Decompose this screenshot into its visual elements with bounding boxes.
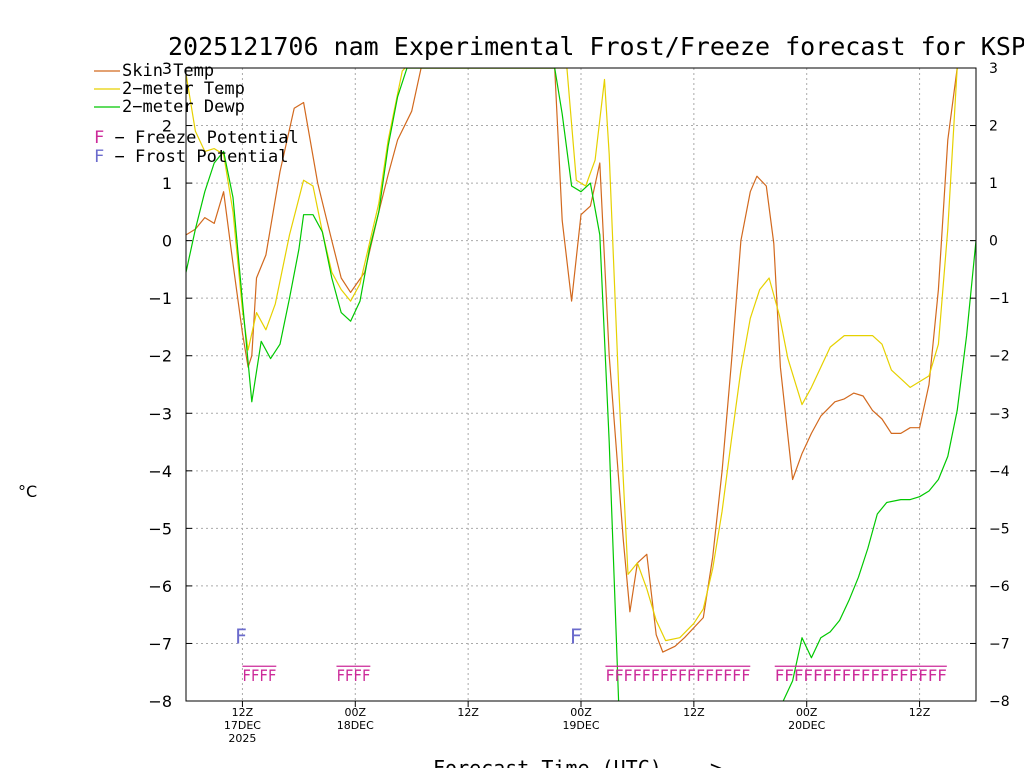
legend-potential-letter: F xyxy=(94,147,104,167)
x-tick-label: 12Z xyxy=(683,706,705,719)
x-tick-date: 18DEC xyxy=(337,719,374,732)
y-tick-label-left: −6 xyxy=(148,577,172,596)
y-axis-right: 3 2 1 0 −1 −2 −3 −4 −5 −6 −7 −8 xyxy=(970,61,1010,710)
freeze-potential-run: FFFFFFFFFFFFFFFFFF xyxy=(775,666,947,685)
legend-potential-entry: F − Frost Potential xyxy=(94,147,288,167)
legend-label: Skin Temp xyxy=(122,61,214,81)
potential-markers: F FFFFF FFFF FFFFFFFFFFFFFFFF FFFFFFFFFFFFFF… xyxy=(235,624,947,685)
y-tick-label-left: −1 xyxy=(148,289,172,308)
legend-label: 2−meter Dewp xyxy=(122,97,245,117)
y-tick-label-left: −4 xyxy=(148,462,172,481)
legend-label: 2−meter Temp xyxy=(122,79,245,99)
y-tick-label-right: 3 xyxy=(989,61,998,77)
y-tick-label-right: −3 xyxy=(989,406,1010,422)
y-tick-label-left: −2 xyxy=(148,347,172,366)
y-tick-label-right: −7 xyxy=(989,636,1010,652)
gridlines xyxy=(186,67,976,702)
freeze-potential-run: FFFF xyxy=(336,666,370,685)
y-tick-label-right: −2 xyxy=(989,349,1010,365)
y-tick-label-left: −5 xyxy=(148,519,172,538)
x-tick-label: 00Z xyxy=(345,706,367,719)
x-tick-date: 17DEC xyxy=(224,719,261,732)
legend-potential-entry: F − Freeze Potential xyxy=(94,128,299,148)
series-line-2-meter-temp xyxy=(186,68,958,642)
x-tick-date: 20DEC xyxy=(788,719,825,732)
y-axis-left: 3 2 1 0 −1 −2 −3 −4 −5 −6 −7 −8 xyxy=(148,59,192,711)
x-axis-label: Forecast Time (UTC) ---> xyxy=(433,756,722,768)
x-tick-label: 12Z xyxy=(457,706,479,719)
y-tick-label-left: 3 xyxy=(162,59,172,78)
freeze-potential-run: FFFFFFFFFFFFFFFF xyxy=(605,666,750,685)
y-tick-label-left: −8 xyxy=(148,692,172,711)
y-tick-label-left: 2 xyxy=(162,117,172,136)
y-tick-label-left: 1 xyxy=(162,174,172,193)
y-tick-label-right: 2 xyxy=(989,119,998,135)
y-tick-label-right: −4 xyxy=(989,464,1010,480)
x-tick-date: 19DEC xyxy=(562,719,599,732)
y-tick-label-left: 0 xyxy=(162,232,172,251)
y-tick-label-right: −1 xyxy=(989,291,1010,307)
chart-title: 2025121706 nam Experimental Frost/Freeze… xyxy=(168,32,1024,61)
series-line-2-meter-dewp xyxy=(186,68,976,701)
y-tick-label-right: 0 xyxy=(989,234,998,250)
y-tick-label-right: 1 xyxy=(989,176,998,192)
y-tick-label-right: −8 xyxy=(989,694,1010,710)
frost-potential-marker: F xyxy=(570,624,582,648)
series-layer xyxy=(186,68,976,701)
legend-potential-text: − Freeze Potential xyxy=(104,128,298,148)
series-line-skin-temp xyxy=(186,68,958,653)
x-tick-label: 12Z xyxy=(909,706,931,719)
legend-potential-letter: F xyxy=(94,128,104,148)
x-tick-year: 2025 xyxy=(228,732,256,745)
y-tick-label-right: −6 xyxy=(989,579,1010,595)
y-tick-label-right: −5 xyxy=(989,521,1010,537)
frost-potential-marker: F xyxy=(235,624,247,648)
y-axis-label: °C xyxy=(18,482,37,501)
freeze-potential-run: FFFF xyxy=(242,666,276,685)
legend-potential-text: − Frost Potential xyxy=(104,147,288,167)
y-tick-label-left: −3 xyxy=(148,404,172,423)
y-tick-label-left: −7 xyxy=(148,634,172,653)
x-tick-label: 00Z xyxy=(570,706,592,719)
x-tick-label: 00Z xyxy=(796,706,818,719)
x-tick-label: 12Z xyxy=(232,706,254,719)
